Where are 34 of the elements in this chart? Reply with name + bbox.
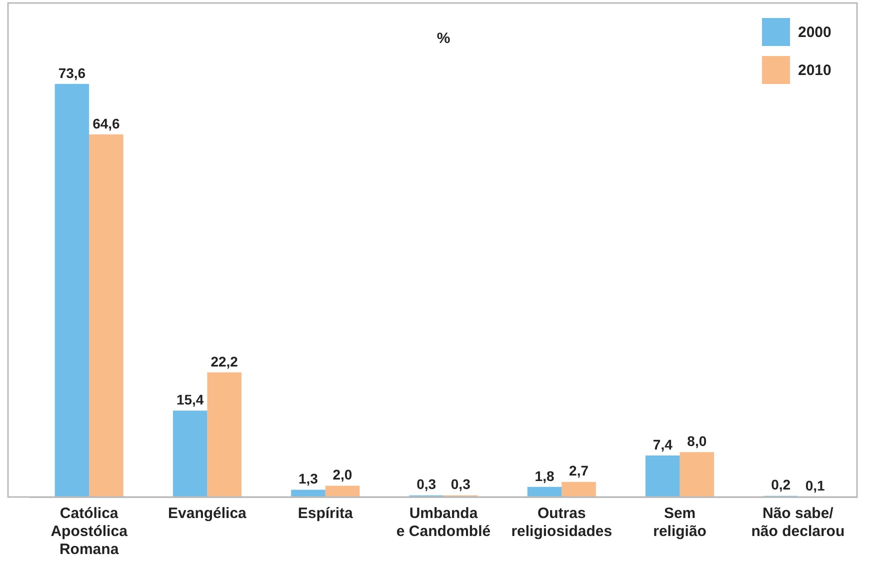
chart-title: % — [436, 30, 450, 48]
x-tick-label: Não sabe/ não declarou — [751, 505, 845, 540]
data-label: 0,3 — [416, 476, 436, 492]
x-tick-label: Outras religiosidades — [511, 505, 612, 540]
bar — [291, 490, 326, 497]
data-label: 1,8 — [534, 468, 554, 484]
data-label: 0,1 — [805, 477, 825, 494]
data-label: 2,0 — [332, 466, 352, 483]
bar — [172, 410, 208, 497]
legend-label: 2000 — [798, 24, 832, 42]
x-tick-label: Sem religião — [653, 505, 706, 540]
data-label: 1,3 — [298, 470, 318, 487]
bar — [89, 134, 124, 497]
x-tick-label: Espírita — [298, 505, 354, 522]
bar — [527, 486, 562, 497]
bar — [325, 486, 360, 497]
bar — [54, 84, 90, 497]
legend-label: 2010 — [798, 62, 832, 80]
data-label: 15,4 — [176, 391, 204, 408]
x-tick-label: Católica Apostólica Romana — [50, 505, 128, 558]
data-label: 7,4 — [652, 436, 673, 452]
bar — [207, 372, 242, 497]
data-label: 73,6 — [58, 64, 86, 81]
data-label: 0,2 — [771, 476, 791, 493]
bar — [562, 482, 596, 497]
x-tick-label: Evangélica — [168, 505, 248, 522]
data-label: 0,3 — [450, 476, 471, 492]
data-label: 22,2 — [210, 353, 238, 370]
bar — [646, 455, 680, 497]
data-label: 64,6 — [92, 115, 120, 132]
data-label: 8,0 — [687, 432, 707, 449]
x-tick-label: Umbanda e Candomblé — [396, 505, 491, 540]
bar — [680, 452, 714, 497]
data-label: 2,7 — [569, 462, 589, 479]
